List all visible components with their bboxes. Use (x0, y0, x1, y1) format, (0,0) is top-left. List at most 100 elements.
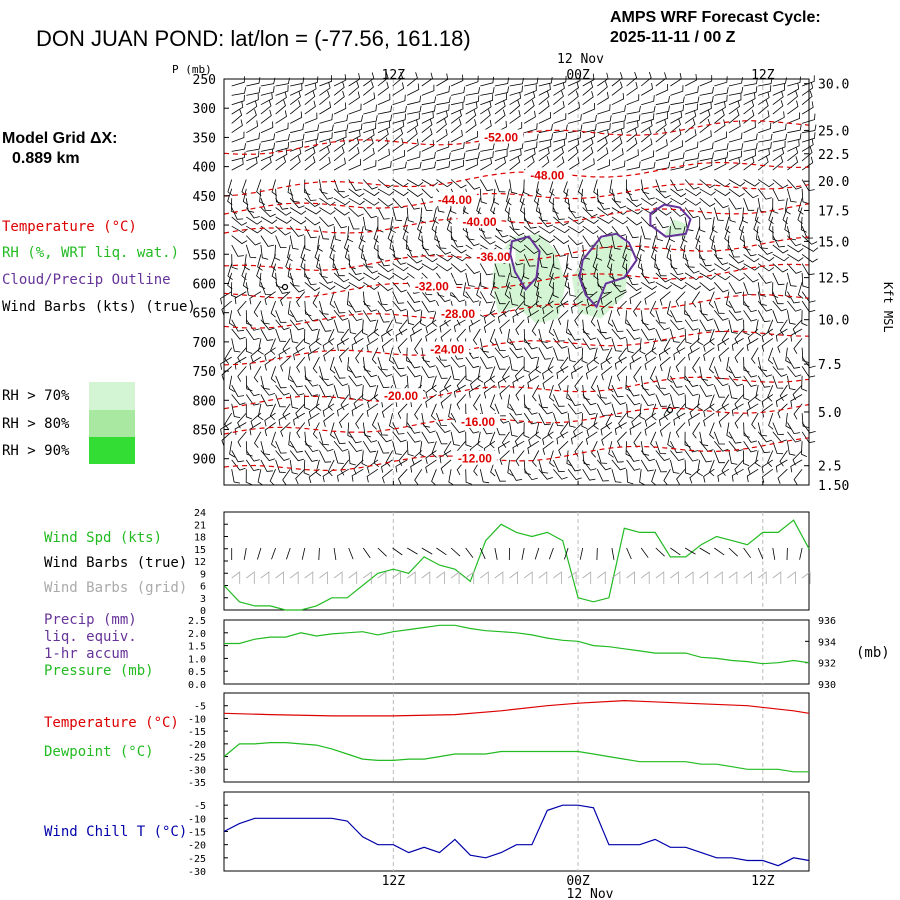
wind-barb (667, 431, 674, 449)
wind-barb (800, 441, 808, 457)
wind-barb (333, 319, 345, 333)
wind-barb (333, 90, 345, 106)
rh70-region-3 (662, 219, 689, 237)
wind-barbs-grid-label: Wind Barbs (grid) (44, 580, 187, 596)
wind-barb (322, 403, 335, 417)
wind-barb (421, 431, 435, 444)
wind-barb (670, 441, 683, 454)
wind-barb (713, 440, 729, 452)
isotherm-label: -36.00 (476, 250, 510, 264)
wind-barb (582, 114, 597, 124)
wind-barb (640, 119, 653, 134)
wind-barb (772, 441, 784, 455)
wind-barb (699, 109, 711, 124)
wind-barb (494, 143, 510, 152)
wind-barb (406, 138, 419, 152)
wind-barb (237, 412, 247, 429)
wind-barb (649, 300, 657, 318)
wind-barb (577, 179, 584, 196)
wind-barb (497, 309, 510, 324)
wind-barb (582, 81, 594, 96)
isotherm-label-bg (456, 413, 501, 428)
wind-barb (395, 328, 408, 342)
wind-barb (670, 310, 683, 323)
wind-barb (421, 347, 430, 363)
wind-barb (743, 385, 750, 401)
wind-barb (327, 459, 335, 477)
wind-barb (420, 207, 427, 224)
wind-barb (450, 431, 460, 446)
wind-barb (465, 158, 478, 171)
wind-barb (626, 459, 641, 471)
wind-barb (567, 235, 583, 246)
wind-barb (377, 254, 390, 267)
wind-barb (397, 403, 408, 419)
wind-barb (480, 109, 491, 124)
wind-barb (494, 263, 506, 277)
wind-barb (230, 198, 237, 214)
wind-panel-tick-label: 15 (194, 545, 206, 556)
wind-barb (618, 412, 627, 429)
wind-barb (355, 347, 364, 364)
wind-barb (450, 74, 464, 87)
wind-barb (714, 87, 729, 96)
wind-barb (538, 140, 552, 152)
wind-barb (784, 216, 791, 234)
wind-barb (558, 375, 569, 391)
wind-barb (684, 118, 696, 134)
wind-barb (480, 76, 494, 87)
wind-barb (319, 197, 336, 206)
wind-barb (532, 450, 540, 467)
wind-barb (670, 254, 678, 270)
wind-barb (241, 179, 247, 196)
wind-barb (695, 235, 701, 253)
wind-barb (787, 310, 796, 325)
wind-barb (626, 105, 641, 115)
wind-barb-true (348, 547, 354, 560)
wind-barb (772, 366, 788, 377)
wind-barb (670, 197, 687, 206)
wind-barb (801, 82, 814, 96)
pressure-tick-label: 250 (193, 73, 216, 88)
wind-barb (793, 403, 803, 420)
wind-barb (392, 94, 406, 106)
wind-barb (787, 188, 797, 203)
wind-barb (801, 226, 814, 239)
wind-barb (558, 310, 569, 325)
wind-barb (600, 356, 613, 371)
wind-barb (465, 291, 480, 303)
wind-barb (768, 207, 774, 225)
wind-barb (289, 90, 301, 106)
height-tick-label: 1.50 (818, 479, 849, 494)
wind-barb (304, 263, 311, 280)
wind-barb (585, 431, 598, 445)
wind-barb (553, 254, 560, 270)
wind-barb (275, 133, 290, 143)
isotherm-label-bg (379, 388, 424, 403)
wind-barb (553, 338, 568, 349)
pressure-tick-label: 934 (818, 637, 836, 648)
wind-barb (494, 291, 506, 305)
wind-barb (264, 356, 276, 371)
wind-barb (779, 319, 788, 336)
wind-barb (640, 71, 652, 87)
wind-barb (330, 235, 336, 253)
wind-barb (785, 347, 792, 364)
wind-barb (520, 198, 526, 215)
wind-barb (275, 441, 287, 454)
wind-barb (734, 394, 744, 410)
wind-barb (228, 375, 235, 393)
wind-barb (767, 347, 774, 365)
wind-barb (421, 366, 435, 379)
wind-barb (626, 226, 639, 239)
wind-barb (757, 198, 767, 213)
wind-barb (797, 282, 804, 299)
wind-barb (625, 310, 632, 327)
wind-barb (670, 128, 682, 143)
wind-barb (695, 226, 701, 243)
wind-barb (450, 356, 466, 368)
wind-barb (436, 128, 448, 143)
wind-barb (450, 244, 467, 254)
wind-barb (582, 73, 595, 87)
wind-barb (699, 95, 714, 106)
